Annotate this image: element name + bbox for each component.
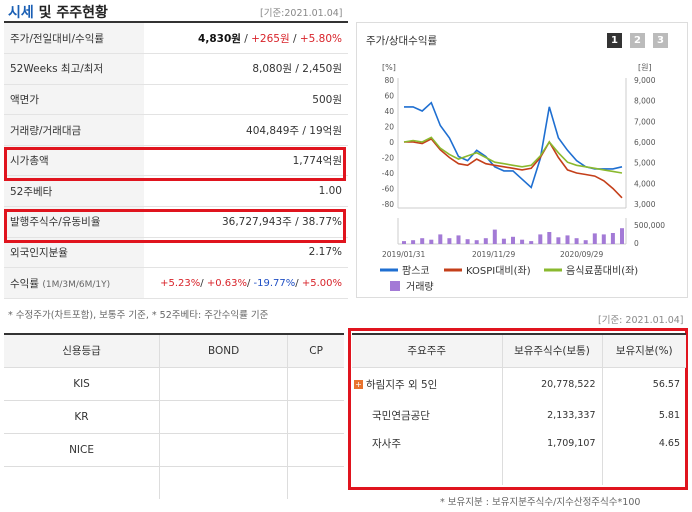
volume-bar [511,236,515,244]
left-tick: 20 [384,123,394,132]
volume-bar [610,233,615,244]
table-row: NICE [4,433,344,467]
chart-lines [403,101,623,199]
highlight-market-cap [4,147,346,181]
right-tick: 6,000 [634,138,656,147]
chart-panel [356,22,688,298]
left-tick: 80 [384,76,394,85]
volume-bar [547,232,552,244]
volume-bar [483,238,488,244]
volume-bar [447,238,452,244]
right-tick: 5,000 [634,159,656,168]
table-row: 52주베타 1.00 [4,175,348,208]
volume-bar [520,239,525,244]
chart-page-3[interactable]: 3 [653,33,668,48]
left-tick: 0 [389,138,394,147]
table-row: 국민연금공단 2,133,337 5.81 [352,401,686,429]
legend-kospi: KOSPI대비(좌) [466,265,531,277]
volume-bar [601,234,606,244]
volume-bar [556,237,561,244]
legend-swatch [390,281,400,291]
chart-page-2[interactable]: 2 [630,33,645,48]
volume-bar [492,229,497,244]
right-tick: 8,000 [634,97,656,106]
right-tick: 9,000 [634,76,656,85]
left-unit: [%] [382,63,396,72]
table-row [4,466,344,499]
left-tick: -60 [382,185,394,194]
table-row: 52Weeks 최고/최저 8,080원 / 2,450원 [4,53,348,85]
table-row: 시가총액 1,774억원 [4,145,348,177]
volume-bar [474,240,479,244]
highlight-holders [348,328,688,490]
table-header: 신용등급 BOND CP [4,333,344,368]
credit-table: 신용등급 BOND CP KIS KR NICE [4,333,344,499]
volume-bar [583,240,588,244]
highlight-shares [4,209,346,243]
table-row: 주가/전일대비/수익률 4,830원 / +265원 / +5.80% [4,23,348,55]
volume-bar [420,238,425,244]
volume-bar [411,240,416,244]
volume-bar [501,238,506,244]
legend-volume: 거래량 [406,281,434,293]
table-row: + 하림지주 외 5인 20,778,522 56.57 [352,367,686,401]
section-title: 시세 및 주주현황 [8,5,108,21]
holders-table: 주요주주 보유주식수(보통) 보유지분(%) + 하림지주 외 5인 20,778… [352,333,686,485]
series-line-2 [403,136,623,174]
right-tick: 3,000 [634,200,656,209]
right-tick: 7,000 [634,117,656,126]
right-unit: [원] [638,63,652,72]
right-axis: 9,000 8,000 7,000 6,000 5,000 4,000 3,000 [634,76,656,209]
left-tick: -40 [382,169,394,178]
left-tick: -20 [382,154,394,163]
volume-bar [465,239,470,244]
chart-title: 주가/상대수익률 [366,35,438,47]
legend-stock: 팜스코 [402,265,430,277]
table-row: 거래량/거래대금 404,849주 / 19억원 [4,114,348,146]
left-axis: 80 60 40 20 0 -20 -40 -60 -80 [382,76,394,209]
table-row [352,457,686,485]
volume-bar [620,228,624,244]
vol-tick: 500,000 [634,221,665,230]
table-row: 액면가 500원 [4,84,348,116]
holders-note: * 보유지분 : 보유지분주식수/지수산정주식수*100 [440,497,641,508]
left-tick: -80 [382,200,394,209]
volume-bar [565,235,570,244]
x-tick: 2019/01/31 [382,250,425,259]
volume-bar [538,234,543,244]
volume-bar [592,233,597,244]
volume-bar [429,239,434,244]
volume-bar [574,238,579,244]
right-tick: 4,000 [634,179,656,188]
divider [4,21,348,23]
chart-svg: [%] [원] 80 60 40 20 0 -20 -40 -60 -80 9,000 8,000… [380,63,665,293]
reference-date: [기준:2021.01.04] [260,8,343,19]
series-line-1 [404,137,623,199]
volume-bar [529,241,534,244]
holders-date: [기준: 2021.01.04] [598,315,684,326]
volume-bar [456,235,461,244]
vol-tick: 0 [634,239,639,248]
chart-page-1[interactable]: 1 [607,33,622,48]
table-row: KIS [4,367,344,401]
left-tick: 60 [384,92,394,101]
x-tick: 2020/09/29 [560,250,603,259]
volume-bar [438,234,443,244]
left-tick: 40 [384,107,394,116]
expand-icon[interactable]: + [354,380,363,390]
x-tick: 2019/11/29 [472,250,515,259]
table-header: 주요주주 보유주식수(보통) 보유지분(%) [352,333,686,368]
volume-bar [402,241,406,244]
table-row: KR [4,400,344,434]
volume-bars [402,228,624,244]
table-row: 자사주 1,709,107 4.65 [352,429,686,457]
table-row: 수익률 (1M/3M/6M/1Y) +5.23%/ +0.63%/ -19.77… [4,267,348,299]
price-note: * 수정주가(차트포함), 보통주 기준, * 52주베타: 주간수익률 기준 [8,310,269,321]
legend-food: 음식료품대비(좌) [566,265,638,277]
